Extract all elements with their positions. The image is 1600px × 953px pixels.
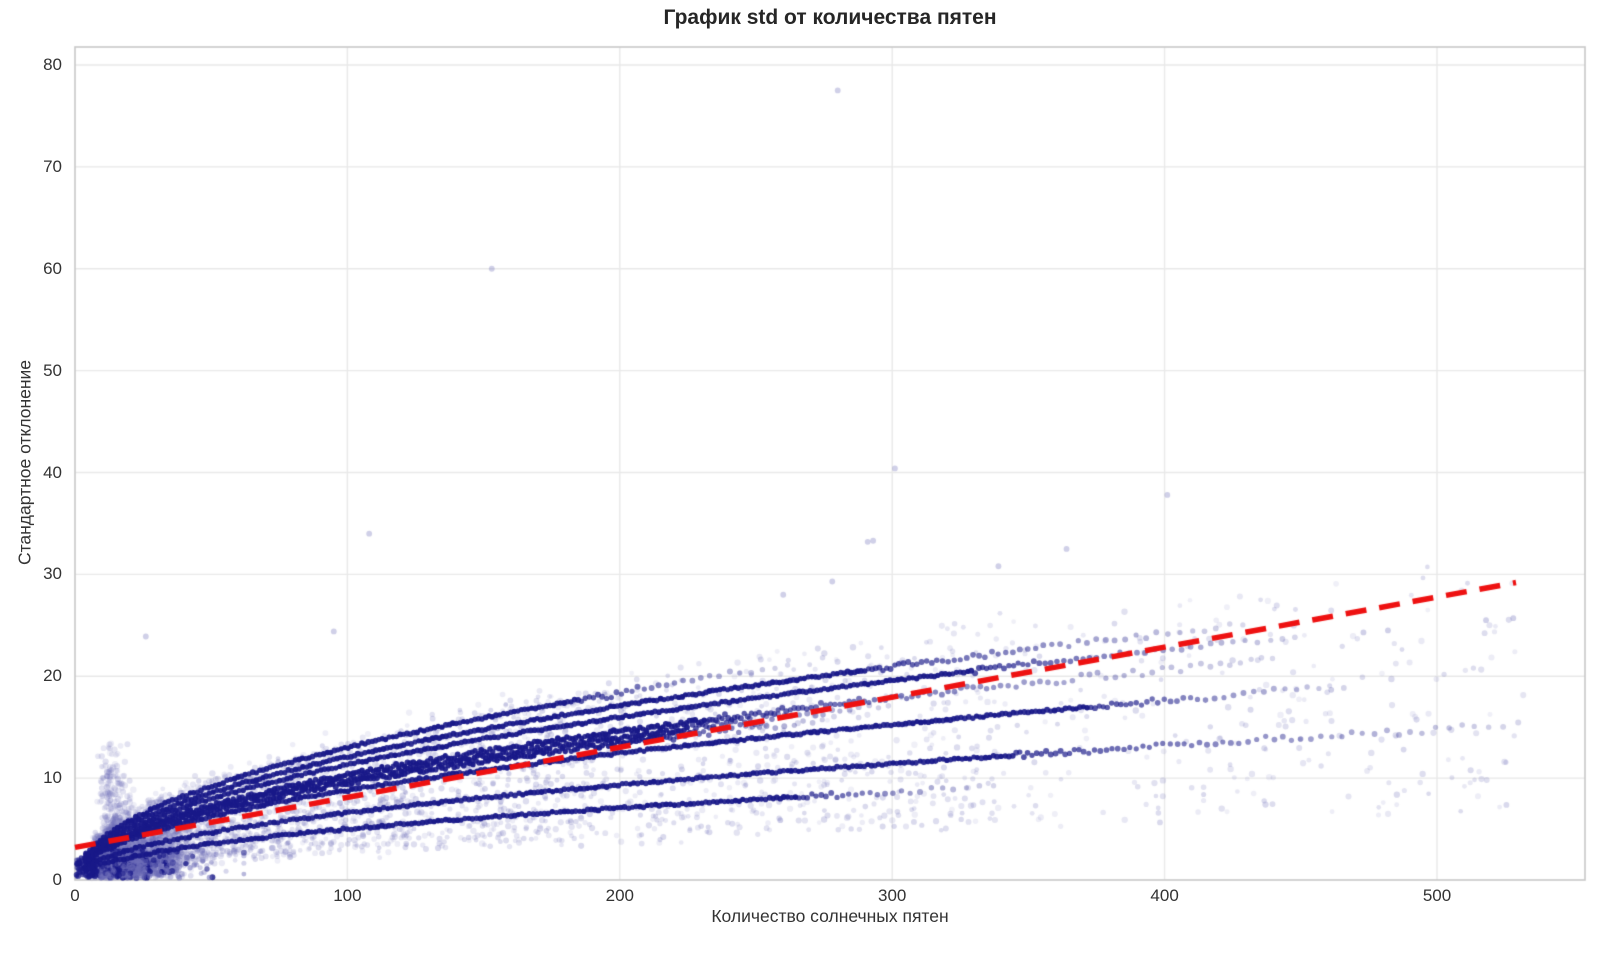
y-tick-label: 50: [43, 360, 62, 380]
x-tick-label: 200: [605, 886, 634, 905]
y-tick-label: 70: [43, 156, 62, 176]
x-tick-label: 100: [333, 886, 362, 905]
y-tick-label: 0: [52, 870, 62, 889]
y-tick-label: 30: [43, 564, 62, 584]
x-axis-label: Количество солнечных пятен: [711, 906, 949, 926]
y-tick-label: 40: [43, 462, 62, 482]
x-tick-label: 500: [1422, 886, 1452, 905]
y-tick-label: 20: [43, 666, 62, 686]
y-tick-label: 60: [43, 258, 62, 278]
y-tick-label: 10: [43, 768, 62, 788]
x-tick-label: 0: [70, 886, 80, 905]
chart-title: График std от количества пятен: [663, 6, 997, 29]
x-tick-label: 300: [878, 886, 907, 905]
x-tick-label: 400: [1150, 886, 1179, 905]
y-tick-label: 80: [43, 55, 62, 74]
